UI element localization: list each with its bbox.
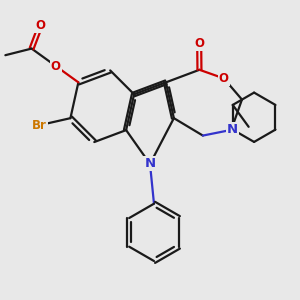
Text: N: N [144, 158, 156, 170]
Text: O: O [194, 38, 204, 50]
Text: Br: Br [32, 119, 47, 132]
Text: N: N [227, 123, 238, 136]
Text: O: O [35, 19, 45, 32]
Text: O: O [51, 59, 61, 73]
Text: O: O [219, 72, 229, 85]
